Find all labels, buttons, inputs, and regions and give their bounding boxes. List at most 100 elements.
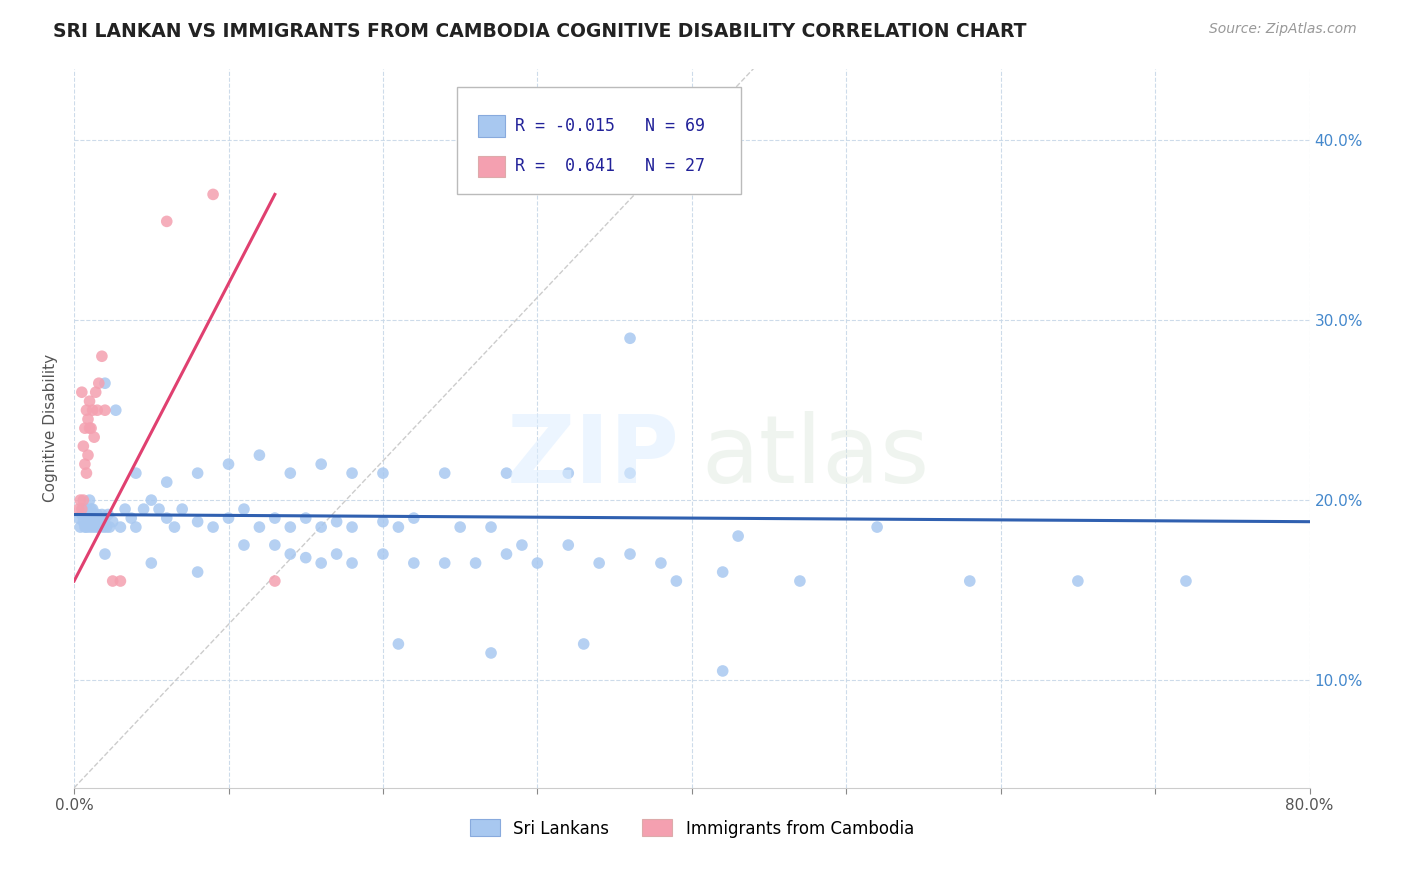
Point bbox=[90, 508, 112, 522]
Point bbox=[325, 547, 347, 561]
Point bbox=[263, 574, 285, 588]
Point bbox=[433, 556, 456, 570]
Point bbox=[789, 574, 811, 588]
Point bbox=[479, 520, 502, 534]
Point bbox=[73, 421, 96, 435]
Point bbox=[67, 502, 90, 516]
Text: R = -0.015   N = 69: R = -0.015 N = 69 bbox=[515, 117, 706, 136]
Point bbox=[371, 466, 394, 480]
Point bbox=[83, 430, 105, 444]
Point bbox=[278, 547, 301, 561]
Point bbox=[125, 520, 148, 534]
Point bbox=[94, 403, 117, 417]
Point bbox=[148, 502, 170, 516]
Point bbox=[449, 520, 471, 534]
Text: R =  0.641   N = 27: R = 0.641 N = 27 bbox=[515, 158, 706, 176]
Point bbox=[163, 520, 186, 534]
Point bbox=[82, 520, 104, 534]
Point bbox=[73, 520, 96, 534]
Point bbox=[278, 520, 301, 534]
Point bbox=[73, 457, 96, 471]
Point bbox=[141, 556, 163, 570]
Point bbox=[84, 511, 107, 525]
Point bbox=[79, 394, 101, 409]
Point bbox=[294, 511, 316, 525]
Point bbox=[86, 515, 108, 529]
Point bbox=[79, 520, 101, 534]
Point bbox=[247, 448, 270, 462]
Point bbox=[619, 331, 641, 345]
Text: Source: ZipAtlas.com: Source: ZipAtlas.com bbox=[1209, 22, 1357, 37]
Point bbox=[588, 556, 610, 570]
Point bbox=[711, 664, 734, 678]
Point bbox=[94, 511, 117, 525]
Point bbox=[294, 550, 316, 565]
Point bbox=[187, 515, 209, 529]
Bar bbox=[478, 115, 505, 137]
Point bbox=[263, 511, 285, 525]
Point bbox=[101, 515, 124, 529]
Point bbox=[87, 376, 110, 391]
Point bbox=[665, 574, 688, 588]
Point bbox=[557, 538, 579, 552]
Point bbox=[172, 502, 194, 516]
Point bbox=[72, 439, 94, 453]
Point bbox=[866, 520, 889, 534]
Point bbox=[75, 403, 97, 417]
Point bbox=[247, 520, 270, 534]
Point bbox=[650, 556, 672, 570]
Point bbox=[1067, 574, 1090, 588]
Point bbox=[187, 565, 209, 579]
Point bbox=[101, 574, 124, 588]
Point bbox=[619, 466, 641, 480]
Point bbox=[70, 502, 93, 516]
Point bbox=[79, 421, 101, 435]
Point bbox=[98, 520, 121, 534]
Point bbox=[77, 448, 100, 462]
Text: SRI LANKAN VS IMMIGRANTS FROM CAMBODIA COGNITIVE DISABILITY CORRELATION CHART: SRI LANKAN VS IMMIGRANTS FROM CAMBODIA C… bbox=[53, 22, 1026, 41]
Point bbox=[156, 475, 179, 490]
Point bbox=[89, 515, 111, 529]
Point bbox=[110, 574, 132, 588]
Point bbox=[94, 376, 117, 391]
Point bbox=[80, 502, 103, 516]
Point bbox=[73, 508, 96, 522]
Point bbox=[87, 520, 110, 534]
Point bbox=[84, 385, 107, 400]
Point bbox=[79, 493, 101, 508]
Point bbox=[340, 556, 363, 570]
Point bbox=[278, 466, 301, 480]
Point bbox=[114, 502, 136, 516]
Point bbox=[325, 515, 347, 529]
Legend: Sri Lankans, Immigrants from Cambodia: Sri Lankans, Immigrants from Cambodia bbox=[463, 813, 921, 844]
Point bbox=[526, 556, 548, 570]
Y-axis label: Cognitive Disability: Cognitive Disability bbox=[44, 354, 58, 502]
Point bbox=[83, 511, 105, 525]
Point bbox=[69, 493, 91, 508]
Point bbox=[218, 457, 240, 471]
Point bbox=[263, 538, 285, 552]
Point bbox=[402, 511, 425, 525]
Point bbox=[104, 403, 127, 417]
Point bbox=[309, 457, 332, 471]
Point bbox=[80, 421, 103, 435]
Point bbox=[711, 565, 734, 579]
Point bbox=[371, 515, 394, 529]
Point bbox=[233, 538, 256, 552]
Point bbox=[77, 412, 100, 426]
Point bbox=[1175, 574, 1198, 588]
Point bbox=[72, 493, 94, 508]
Point bbox=[67, 511, 90, 525]
Point bbox=[495, 547, 517, 561]
Point bbox=[619, 547, 641, 561]
Point bbox=[96, 520, 118, 534]
Point bbox=[218, 511, 240, 525]
Point bbox=[70, 385, 93, 400]
Point bbox=[141, 493, 163, 508]
Point bbox=[402, 556, 425, 570]
Point bbox=[959, 574, 981, 588]
Point bbox=[97, 508, 120, 522]
Point bbox=[94, 547, 117, 561]
Point bbox=[387, 637, 409, 651]
Point bbox=[340, 466, 363, 480]
